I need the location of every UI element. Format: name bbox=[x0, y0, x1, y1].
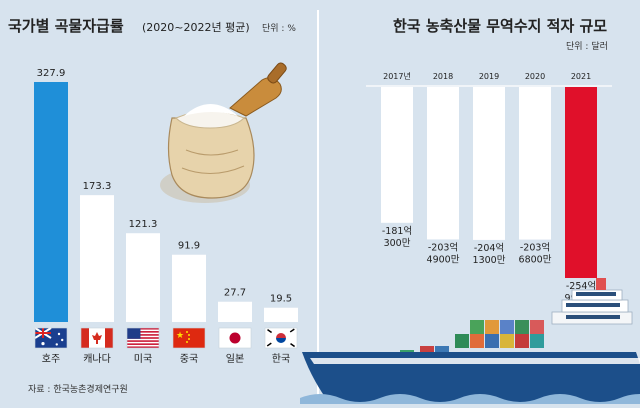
right-title: 한국 농축산물 무역수지 적자 규모 bbox=[393, 17, 607, 35]
bar-value-label: 121.3 bbox=[129, 219, 158, 230]
bar-3 bbox=[519, 87, 551, 240]
trade-deficit-bar-chart: 2017년-181억300만2018-203억4900만2019-204억130… bbox=[381, 71, 598, 304]
cargo-ship-illustration bbox=[300, 278, 640, 404]
japan-flag bbox=[218, 327, 252, 349]
bar-value-label: 4900만 bbox=[427, 254, 460, 265]
year-label: 2018 bbox=[433, 72, 453, 81]
year-label: 2019 bbox=[479, 72, 499, 81]
bar-value-label: 173.3 bbox=[83, 181, 112, 192]
country-label: 호주 bbox=[42, 353, 60, 365]
bar-value-label: 19.5 bbox=[270, 294, 292, 305]
bar-4 bbox=[218, 301, 252, 322]
bar-value-label: 1300만 bbox=[473, 255, 506, 266]
bar-value-label: 300만 bbox=[384, 238, 411, 249]
usa-flag bbox=[126, 327, 160, 349]
left-title: 국가별 곡물자급률 bbox=[8, 17, 124, 35]
bar-4 bbox=[565, 87, 597, 278]
bar-value-label: -181억 bbox=[382, 225, 412, 237]
bar-2 bbox=[473, 87, 505, 240]
bar-value-label: -203억 bbox=[428, 241, 458, 253]
country-label: 일본 bbox=[226, 353, 244, 365]
bar-value-label: -203억 bbox=[520, 242, 550, 254]
bar-3 bbox=[172, 254, 206, 322]
year-label: 2017년 bbox=[383, 71, 411, 81]
country-label: 캐나다 bbox=[83, 353, 111, 365]
bar-value-label: 6800만 bbox=[519, 255, 552, 266]
bar-value-label: -254억 bbox=[566, 280, 596, 292]
bar-value-label: 27.7 bbox=[224, 288, 246, 299]
star-icon: ★ bbox=[176, 331, 184, 341]
bar-0 bbox=[34, 82, 68, 322]
china-flag: ★ bbox=[172, 327, 206, 349]
left-subtitle: (2020~2022년 평균) bbox=[142, 21, 250, 34]
country-label: 미국 bbox=[134, 353, 152, 365]
korea-flag bbox=[264, 327, 298, 349]
ship-bridge bbox=[551, 278, 633, 325]
bar-1 bbox=[427, 87, 459, 240]
canada-flag bbox=[80, 327, 114, 349]
bar-value-label: -204억 bbox=[474, 242, 504, 254]
bar-value-label: 327.9 bbox=[37, 68, 66, 79]
country-label: 중국 bbox=[180, 353, 198, 365]
left-unit: 단위 : % bbox=[262, 23, 296, 34]
bar-value-label: 91.9 bbox=[178, 241, 200, 252]
grain-sack-illustration bbox=[160, 62, 287, 203]
bar-0 bbox=[381, 87, 413, 223]
bar-1 bbox=[80, 195, 114, 322]
year-label: 2021 bbox=[571, 72, 591, 81]
country-label: 한국 bbox=[272, 353, 290, 365]
bar-2 bbox=[126, 233, 160, 322]
australia-flag bbox=[34, 327, 68, 349]
right-unit: 단위 : 달러 bbox=[566, 40, 608, 52]
left-source: 자료 : 한국농촌경제연구원 bbox=[28, 383, 128, 395]
country-bar-chart: 327.9 호주 173.3 캐나다 121.3 미국 91.9 중국 ★ 27.7 일본 19.5 한… bbox=[34, 68, 298, 365]
water-waves bbox=[300, 394, 640, 404]
year-label: 2020 bbox=[525, 72, 545, 81]
bar-5 bbox=[264, 307, 298, 322]
ship-hull bbox=[302, 352, 640, 404]
